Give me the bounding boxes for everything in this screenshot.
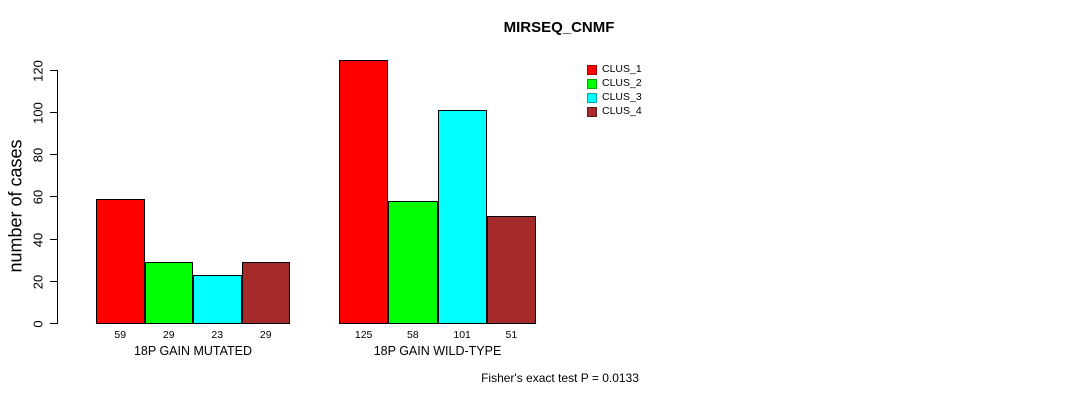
bar-clus_3 xyxy=(193,275,242,324)
bar-group xyxy=(339,60,536,324)
legend-row: CLUS_3 xyxy=(587,92,642,103)
annotation-text: Fisher's exact test P = 0.0133 xyxy=(481,371,639,385)
y-tick xyxy=(50,281,57,282)
bar-clus_1 xyxy=(339,60,389,324)
bar-clus_4 xyxy=(486,216,536,324)
bar-value-label: 51 xyxy=(505,329,518,341)
bar-clus_2 xyxy=(388,201,438,324)
bar-value-label: 29 xyxy=(259,329,272,341)
legend-swatch-icon xyxy=(587,106,597,117)
legend-label: CLUS_2 xyxy=(602,77,642,89)
bar-value-label: 58 xyxy=(407,329,419,341)
bar-value-label: 29 xyxy=(162,329,175,341)
legend-label: CLUS_1 xyxy=(602,63,642,75)
y-tick xyxy=(50,196,57,197)
bar-value-label: 125 xyxy=(354,329,373,341)
legend-swatch-icon xyxy=(587,78,597,89)
y-tick-label: 0 xyxy=(30,319,46,328)
y-axis-label: number of cases xyxy=(5,139,26,273)
bar-value-labels: 59 29 23 29 xyxy=(96,329,290,341)
legend: CLUS_1 CLUS_2 CLUS_3 CLUS_4 xyxy=(587,64,642,120)
y-tick-label: 20 xyxy=(30,274,46,289)
category-label: 18P GAIN WILD-TYPE xyxy=(373,344,502,358)
y-tick xyxy=(50,323,57,324)
y-tick xyxy=(50,239,57,240)
bar-clus_4 xyxy=(241,262,290,324)
legend-row: CLUS_4 xyxy=(587,106,642,117)
y-tick xyxy=(50,70,57,71)
bar-value-label: 59 xyxy=(114,329,127,341)
legend-swatch-icon xyxy=(587,64,597,75)
bar-clus_1 xyxy=(96,199,145,324)
bar-clus_3 xyxy=(437,110,487,324)
y-tick-label: 60 xyxy=(30,189,46,204)
y-tick-label: 100 xyxy=(30,101,46,124)
y-tick xyxy=(50,154,57,155)
legend-row: CLUS_1 xyxy=(587,64,642,75)
legend-swatch-icon xyxy=(587,92,597,103)
legend-label: CLUS_4 xyxy=(602,105,642,117)
y-tick-label: 120 xyxy=(30,59,46,82)
bar-value-label: 101 xyxy=(453,329,471,341)
legend-label: CLUS_3 xyxy=(602,91,642,103)
bar-value-label: 23 xyxy=(211,329,224,341)
category-label: 18P GAIN MUTATED xyxy=(133,344,253,358)
y-axis-line xyxy=(57,70,58,324)
y-tick-label: 40 xyxy=(30,232,46,247)
chart-title: MIRSEQ_CNMF xyxy=(503,19,615,36)
legend-row: CLUS_2 xyxy=(587,78,642,89)
y-tick xyxy=(50,112,57,113)
y-tick-label: 80 xyxy=(30,147,46,162)
bar-value-labels: 125 58 101 51 xyxy=(339,329,536,341)
bar-clus_2 xyxy=(144,262,193,324)
bar-group xyxy=(96,70,290,324)
